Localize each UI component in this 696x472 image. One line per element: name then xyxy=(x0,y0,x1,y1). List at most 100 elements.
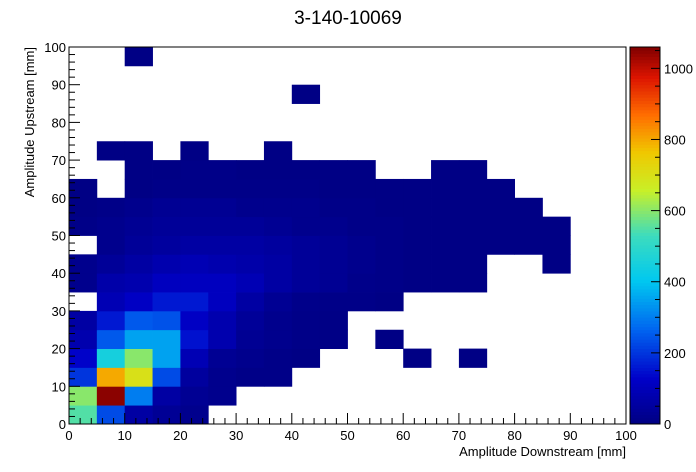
x-tick-label: 30 xyxy=(229,428,243,443)
color-scale-band xyxy=(630,122,660,127)
y-tick-label: 70 xyxy=(52,153,66,168)
color-scale-band xyxy=(630,260,660,265)
heatmap-cell xyxy=(180,216,209,236)
heatmap-cell xyxy=(431,216,460,236)
heatmap-cell xyxy=(291,84,321,104)
color-scale-frame xyxy=(629,46,661,425)
color-scale-band xyxy=(630,405,660,409)
color-scale-band xyxy=(630,244,660,249)
heatmap-cell xyxy=(152,254,181,274)
heatmap-cell xyxy=(291,348,321,368)
heatmap-cell xyxy=(69,178,98,199)
heatmap-cell xyxy=(69,273,98,293)
color-scale-band xyxy=(630,112,660,117)
heatmap-cell xyxy=(208,273,237,293)
color-scale-band xyxy=(630,222,660,227)
heatmap-cell xyxy=(458,348,488,368)
heatmap-cell xyxy=(403,216,432,236)
heatmap-cell xyxy=(291,254,321,274)
heatmap-cell xyxy=(263,292,293,312)
y-tick-label: 40 xyxy=(52,266,66,281)
heatmap-cell xyxy=(236,160,265,180)
y-tick-label: 60 xyxy=(52,191,66,206)
heatmap-cell xyxy=(403,235,432,255)
heatmap-cell xyxy=(319,254,348,274)
color-scale-band xyxy=(630,414,660,419)
y-tick-label: 100 xyxy=(44,40,66,55)
color-scale-band xyxy=(630,87,660,92)
heatmap-cell xyxy=(96,273,126,293)
heatmap-cell xyxy=(208,310,237,331)
heatmap-cells xyxy=(69,47,571,425)
color-scale-band xyxy=(630,364,660,368)
heatmap-cell xyxy=(514,216,543,236)
x-tick-label: 40 xyxy=(285,428,299,443)
color-scale-band xyxy=(630,100,660,105)
heatmap-cell xyxy=(319,329,348,349)
heatmap-cell xyxy=(263,178,293,199)
color-scale-band xyxy=(630,232,660,236)
heatmap-cell xyxy=(96,141,126,161)
color-scale-band xyxy=(630,178,660,183)
color-scale-band xyxy=(630,216,660,221)
x-tick-label: 20 xyxy=(173,428,187,443)
x-tick-label: 60 xyxy=(396,428,410,443)
color-scale-band xyxy=(630,392,660,397)
color-scale-tick-label: 400 xyxy=(664,275,686,290)
color-scale-band xyxy=(630,119,660,123)
heatmap-cell xyxy=(236,273,265,293)
heatmap-cell xyxy=(542,254,571,274)
color-scale-band xyxy=(630,307,660,312)
heatmap-cell xyxy=(236,216,265,236)
y-tick-label: 50 xyxy=(52,229,66,244)
heatmap-cell xyxy=(69,405,98,425)
heatmap-cell xyxy=(69,348,98,368)
heatmap-cell xyxy=(96,197,126,218)
heatmap-cell xyxy=(208,367,237,387)
heatmap-cell xyxy=(124,235,153,255)
color-scale-band xyxy=(630,351,660,356)
color-scale-band xyxy=(630,276,660,280)
color-scale-band xyxy=(630,417,660,422)
color-scale-band xyxy=(630,156,660,161)
y-tick-label: 80 xyxy=(52,115,66,130)
color-scale-band xyxy=(630,257,660,262)
heatmap-cell xyxy=(152,292,181,312)
color-scale-band xyxy=(630,163,660,167)
heatmap-cell xyxy=(291,178,321,199)
heatmap-cell xyxy=(180,329,209,349)
heatmap-cell xyxy=(236,235,265,255)
color-scale-band xyxy=(630,188,660,193)
heatmap-cell xyxy=(96,405,126,425)
heatmap-cell xyxy=(180,273,209,293)
heatmap-cell xyxy=(319,216,348,236)
color-scale-band xyxy=(630,241,660,246)
heatmap-cell xyxy=(152,367,181,387)
heatmap-cell xyxy=(236,254,265,274)
color-scale-band xyxy=(630,150,660,155)
heatmap-cell xyxy=(180,292,209,312)
heatmap-cell xyxy=(375,292,404,312)
heatmap-cell xyxy=(263,160,293,180)
heatmap-cell xyxy=(180,386,209,406)
color-scale-band xyxy=(630,282,660,287)
color-scale-band xyxy=(630,336,660,340)
heatmap-cell xyxy=(263,235,293,255)
heatmap-cell xyxy=(263,329,293,349)
heatmap-cell xyxy=(263,273,293,293)
heatmap-cell xyxy=(69,367,98,387)
heatmap-cell xyxy=(486,178,515,199)
color-scale-band xyxy=(630,53,660,57)
x-tick-label: 80 xyxy=(507,428,521,443)
heatmap-cell xyxy=(152,386,181,406)
heatmap-cell xyxy=(263,197,293,218)
color-scale-band xyxy=(630,204,660,208)
heatmap-cell xyxy=(152,405,181,425)
color-scale-band xyxy=(630,292,660,296)
color-scale-band xyxy=(630,285,660,290)
heatmap-cell xyxy=(403,197,432,218)
heatmap-cell xyxy=(319,197,348,218)
heatmap-cell xyxy=(208,160,237,180)
color-scale-band xyxy=(630,273,660,277)
heatmap-cell xyxy=(96,329,126,349)
